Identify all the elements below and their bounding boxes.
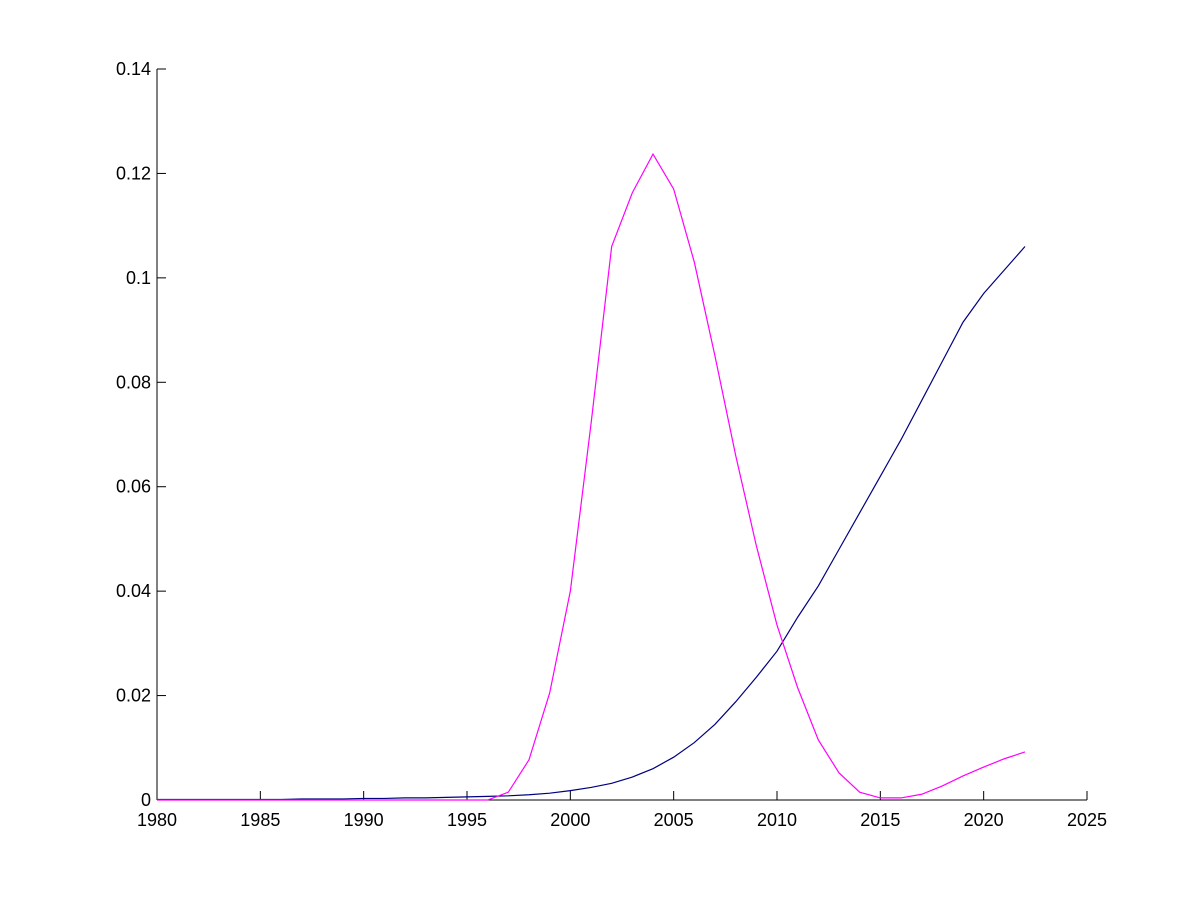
x-tick-label: 1980 [137, 810, 177, 830]
x-tick-label: 2015 [860, 810, 900, 830]
y-tick-label: 0.08 [116, 372, 151, 392]
line [157, 152, 1026, 801]
y-tick-label: 0.06 [116, 477, 151, 497]
x-tick-label: 1985 [240, 810, 280, 830]
x-tick-label: 1990 [344, 810, 384, 830]
line [157, 246, 1026, 801]
y-tick-label: 0.02 [116, 686, 151, 706]
x-tick-label: 2025 [1067, 810, 1107, 830]
x-tick-label: 2020 [964, 810, 1004, 830]
y-tick-label: 0 [141, 790, 151, 810]
x-tick-label: 2000 [550, 810, 590, 830]
x-tick-label: 2005 [654, 810, 694, 830]
y-tick-label: 0.12 [116, 163, 151, 183]
y-tick-label: 0.04 [116, 581, 151, 601]
x-tick-label: 2010 [757, 810, 797, 830]
y-tick-label: 0.1 [126, 268, 151, 288]
y-tick-label: 0.14 [116, 59, 151, 79]
x-tick-label: 1995 [447, 810, 487, 830]
